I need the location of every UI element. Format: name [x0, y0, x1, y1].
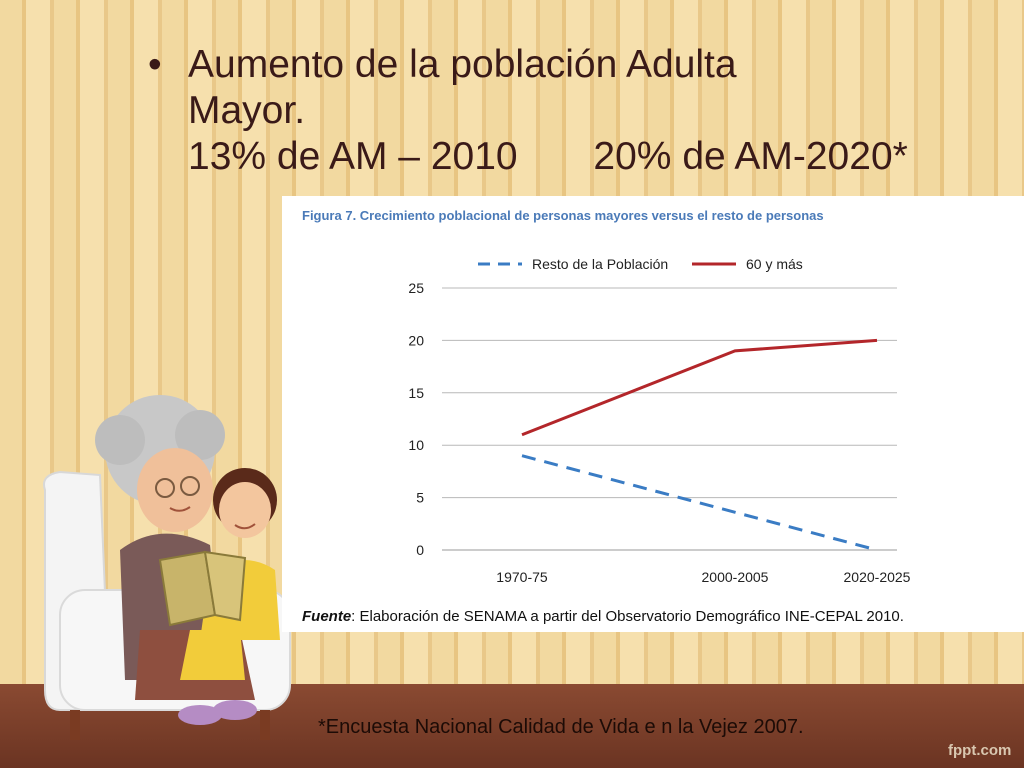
legend-label: Resto de la Población — [532, 256, 668, 272]
x-tick-label: 2020-2025 — [844, 569, 911, 585]
bullet-line-1: Aumento de la población Adulta — [188, 43, 737, 86]
y-tick-label: 0 — [416, 542, 424, 558]
line-chart: 0 5 10 15 20 25 1970-75 2000-2005 2020-2025 Resto… — [408, 256, 911, 585]
y-tick-label: 15 — [408, 385, 424, 401]
watermark: fppt.com — [948, 742, 1012, 759]
x-tick-label: 2000-2005 — [702, 569, 769, 585]
x-tick-label: 1970-75 — [496, 569, 548, 585]
footnote: *Encuesta Nacional Calidad de Vida e n l… — [318, 716, 804, 738]
bullet-line-3: 13% de AM – 2010 20% de AM-2020* — [188, 135, 908, 178]
legend-label: 60 y más — [746, 256, 803, 272]
chart-panel: Figura 7. Crecimiento poblacional de per… — [282, 196, 1024, 632]
y-tick-label: 20 — [408, 332, 424, 348]
bullet-text-block: • Aumento de la población Adulta Mayor. … — [148, 42, 948, 180]
series-line — [521, 454, 878, 552]
source-text: : Elaboración de SENAMA a partir del Obs… — [351, 608, 904, 625]
chart-source: Fuente: Elaboración de SENAMA a partir d… — [302, 608, 904, 625]
grandmother-child-illustration — [43, 395, 291, 740]
bullet-line-2: Mayor. — [188, 89, 306, 132]
y-tick-label: 5 — [416, 490, 424, 506]
chart-title: Figura 7. Crecimiento poblacional de per… — [302, 208, 824, 223]
source-label: Fuente — [302, 608, 352, 625]
series-line — [521, 338, 878, 437]
bullet-symbol: • — [148, 43, 162, 86]
y-tick-label: 10 — [408, 437, 424, 453]
y-tick-label: 25 — [408, 280, 424, 296]
